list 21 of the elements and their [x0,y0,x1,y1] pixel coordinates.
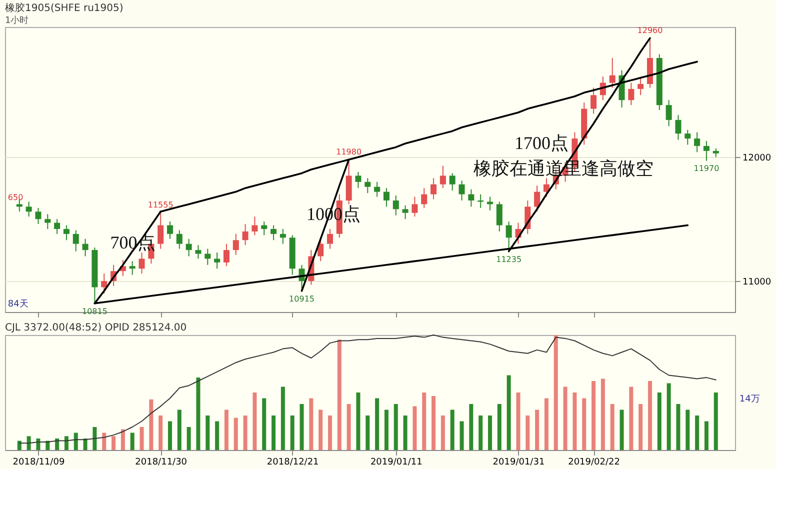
y-tick-label: 11000 [742,278,772,288]
annotation: 11970 [694,164,720,173]
annotation: 11235 [496,254,522,264]
chart-title: 橡胶1905(SHFE ru1905) [5,2,124,14]
annotation: 650 [8,193,24,202]
annotation: 11555 [148,200,174,210]
chart-subtitle: 1小时 [5,15,29,26]
x-tick-label: 2019/02/22 [568,458,620,468]
x-tick-label: 2018/11/09 [12,458,65,468]
chart-title: CJL 3372.00(48:52) OPID 285124.00 [5,322,187,334]
annotation: 11980 [336,148,362,157]
x-tick-label: 2019/01/11 [370,458,422,468]
annotation: 10915 [289,294,314,304]
annotation: 12960 [637,26,663,36]
annotation: 1700点 [514,132,569,153]
x-tick-label: 2018/12/21 [266,458,319,468]
y-tick-label: 12000 [742,154,772,164]
annotation: 84天 [8,298,28,310]
text: 14万 [739,394,760,404]
x-tick-label: 2019/01/31 [492,458,545,468]
x-tick-label: 2018/11/30 [135,458,188,468]
